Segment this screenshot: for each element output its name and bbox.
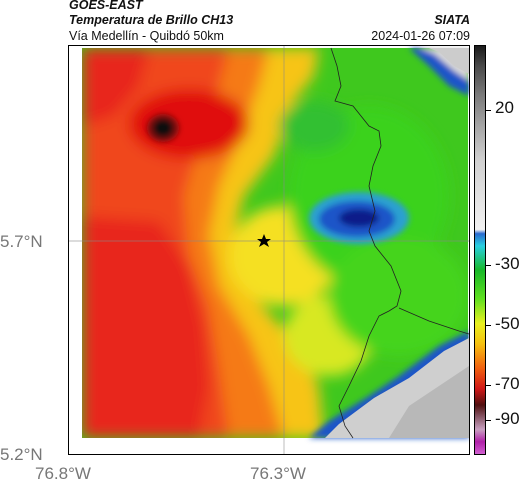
map-gridlines	[69, 46, 469, 454]
lon-label-76-3: 76.3°W	[250, 464, 306, 483]
map-panel[interactable]	[68, 45, 470, 455]
colorbar-tick	[486, 420, 491, 421]
location-star-marker	[257, 234, 271, 247]
lon-label-76-8: 76.8°W	[35, 464, 91, 483]
header-datetime: 2024-01-26 07:09	[371, 29, 470, 43]
colorbar-label-minus30: -30	[495, 254, 520, 273]
header-product: Temperatura de Brillo CH13	[69, 13, 234, 27]
temperature-colorbar	[474, 45, 486, 455]
colorbar-tick	[486, 265, 491, 266]
colorbar-tick	[486, 385, 491, 386]
colorbar-label-minus70: -70	[495, 374, 520, 393]
header-satellite: GOES-EAST	[69, 0, 143, 12]
colorbar-label-minus90: -90	[495, 409, 520, 428]
department-borders	[330, 47, 469, 439]
colorbar-label-20: 20	[495, 98, 514, 117]
cloud-temperature-field	[82, 48, 469, 438]
lat-label-5-7: 5.7°N	[0, 232, 43, 251]
header-route: Vía Medellín - Quibdó 50km	[69, 29, 224, 43]
brightness-temperature-map	[69, 46, 469, 454]
colorbar-tick	[486, 325, 491, 326]
header-agency: SIATA	[434, 13, 470, 27]
colorbar-label-minus50: -50	[495, 314, 520, 333]
colorbar-tick	[486, 110, 491, 111]
lat-label-5-2: 5.2°N	[0, 445, 43, 464]
